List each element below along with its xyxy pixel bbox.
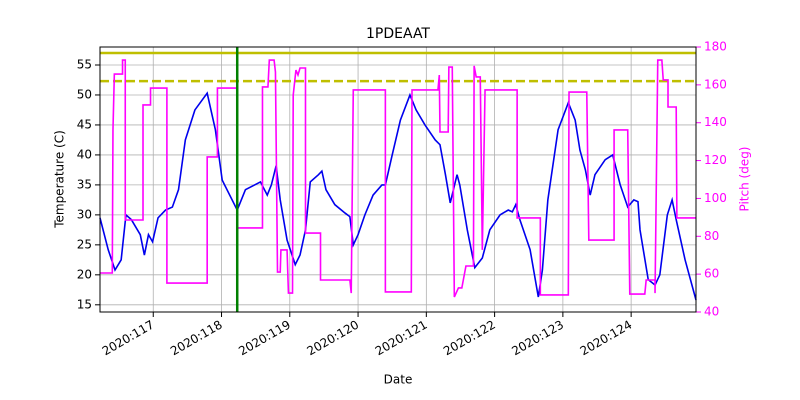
y2-tick-label: 80 (704, 229, 719, 243)
y-axis-label: Temperature (C) (53, 130, 67, 229)
y-tick-label: 55 (77, 57, 92, 71)
y-tick-label: 15 (77, 297, 92, 311)
y-tick-label: 35 (77, 177, 92, 191)
y-tick-label: 45 (77, 117, 92, 131)
y-tick-label: 50 (77, 87, 92, 101)
y2-tick-label: 120 (704, 153, 727, 167)
y2-tick-label: 100 (704, 191, 727, 205)
y2-axis-label: Pitch (deg) (738, 146, 752, 211)
y2-tick-label: 140 (704, 115, 727, 129)
chart-title: 1PDEAAT (366, 26, 430, 42)
y-tick-label: 30 (77, 207, 92, 221)
x-axis-label: Date (384, 373, 413, 387)
y2-tick-label: 180 (704, 40, 727, 54)
y-tick-label: 25 (77, 237, 92, 251)
data-line (99, 91, 697, 301)
y2-tick-label: 60 (704, 267, 719, 281)
plot-frame (99, 46, 697, 313)
data-line (100, 59, 696, 298)
y-tick-label: 40 (77, 147, 92, 161)
y2-tick-label: 160 (704, 77, 727, 91)
y-tick-label: 20 (77, 267, 92, 281)
y2-tick-label: 40 (704, 305, 719, 319)
